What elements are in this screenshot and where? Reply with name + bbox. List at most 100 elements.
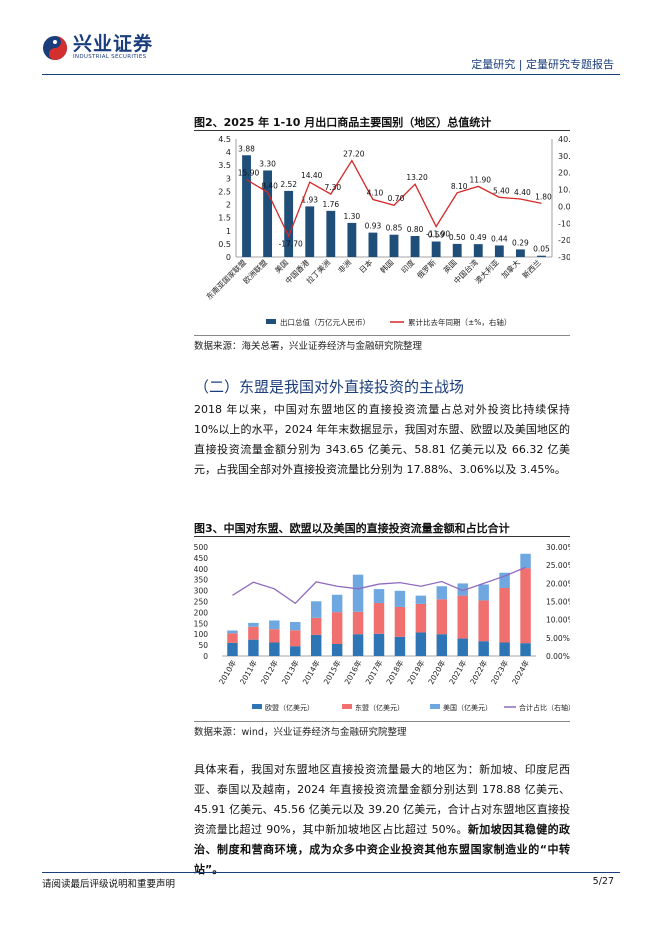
export-bar bbox=[263, 170, 273, 257]
eu-bar-segment bbox=[269, 642, 280, 656]
eu-bar-segment bbox=[394, 636, 406, 656]
right-axis-tick-label: -10.0 bbox=[558, 219, 570, 228]
left-axis-tick-label: 2 bbox=[226, 201, 231, 210]
figure3-title: 图3、中国对东盟、欧盟以及美国的直接投资流量金额和占比合计 bbox=[194, 522, 510, 535]
right-axis-tick-label: 20.0 bbox=[558, 169, 570, 178]
eu-bar-segment bbox=[373, 633, 385, 656]
export-bar bbox=[368, 232, 378, 257]
asean-bar-segment bbox=[269, 629, 280, 643]
eu-bar-segment bbox=[520, 643, 531, 656]
export-bar-value-label: 0.49 bbox=[470, 233, 487, 242]
us-bar-segment bbox=[310, 601, 322, 618]
us-bar-segment bbox=[269, 620, 280, 630]
year-tick-label: 2022年 bbox=[467, 658, 489, 686]
legend-ratio-label: 合计占比（右轴） bbox=[519, 703, 570, 712]
left-axis-tick-label: 350 bbox=[194, 576, 208, 585]
yoy-growth-value-label: 15.90 bbox=[238, 169, 260, 178]
right-axis-tick-label: 0.0 bbox=[558, 202, 570, 211]
asean-bar-segment bbox=[499, 587, 510, 643]
export-bar bbox=[389, 234, 399, 257]
left-axis-tick-label: 150 bbox=[194, 619, 208, 628]
export-bar bbox=[537, 255, 546, 257]
eu-bar-segment bbox=[352, 634, 364, 656]
export-bar bbox=[494, 245, 504, 257]
export-bar bbox=[410, 236, 420, 257]
year-tick-label: 2019年 bbox=[405, 658, 427, 686]
asean-bar-segment bbox=[478, 600, 489, 642]
yoy-growth-value-label: 8.10 bbox=[451, 182, 468, 191]
left-axis-tick-label: 100 bbox=[194, 630, 208, 639]
category-tick-label: 英国 bbox=[441, 257, 459, 275]
left-axis-tick-label: 3.5 bbox=[218, 161, 231, 170]
export-bar-value-label: 1.93 bbox=[301, 195, 318, 204]
report-type: 定量研究 | 定量研究专题报告 bbox=[471, 58, 614, 71]
left-axis-tick-label: 300 bbox=[194, 587, 208, 596]
export-bar-value-label: 3.88 bbox=[238, 144, 255, 153]
export-bar bbox=[284, 190, 294, 257]
year-tick-label: 2016年 bbox=[342, 658, 364, 686]
logo-chinese-name: 兴业证券 bbox=[73, 33, 154, 55]
legend-export-label: 出口总值（万亿元人民币） bbox=[280, 317, 370, 327]
asean-bar-segment bbox=[436, 599, 448, 635]
legend-us-label: 美国（亿美元） bbox=[443, 703, 492, 712]
category-tick-label: 俄罗斯 bbox=[415, 257, 438, 280]
category-tick-label: 美国 bbox=[272, 257, 290, 275]
export-bar bbox=[452, 243, 462, 257]
export-bar bbox=[242, 155, 251, 257]
us-bar-segment bbox=[248, 622, 259, 627]
asean-bar-segment bbox=[352, 611, 364, 635]
eu-bar-segment bbox=[415, 632, 427, 656]
yoy-growth-value-label: 4.40 bbox=[514, 188, 531, 197]
export-bar bbox=[431, 241, 441, 257]
figure3-top-rule bbox=[194, 536, 570, 537]
yoy-growth-value-label: 1.80 bbox=[535, 192, 552, 201]
category-tick-label: 日本 bbox=[357, 257, 375, 275]
footer-divider bbox=[42, 872, 620, 873]
yoy-growth-value-label: 13.20 bbox=[406, 173, 428, 182]
export-bar-value-label: 0.29 bbox=[512, 238, 529, 247]
year-tick-label: 2010年 bbox=[216, 658, 238, 686]
right-axis-tick-label: 15.00% bbox=[546, 598, 570, 607]
us-bar-segment bbox=[394, 590, 406, 607]
section-paragraph-1: 2018 年以来，中国对东盟地区的直接投资流量占总对外投资比持续保持 10%以上… bbox=[194, 403, 570, 476]
right-axis-tick-label: 30.0 bbox=[558, 152, 570, 161]
category-tick-label: 加拿大 bbox=[499, 257, 522, 280]
asean-bar-segment bbox=[394, 606, 406, 637]
export-bar-value-label: 1.30 bbox=[344, 212, 361, 221]
section-heading: （二）东盟是我国对外直接投资的主战场 bbox=[194, 378, 465, 396]
yoy-growth-value-label: 0.70 bbox=[388, 194, 405, 203]
legend-asean-swatch bbox=[342, 704, 352, 709]
yoy-growth-value-label: 8.40 bbox=[261, 181, 278, 190]
company-logo: 兴业证券 INDUSTRIAL SECURITIES bbox=[42, 34, 153, 61]
year-tick-label: 2023年 bbox=[488, 658, 510, 686]
figure2-bottom-rule bbox=[194, 335, 570, 336]
category-tick-label: 非洲 bbox=[336, 257, 354, 275]
us-bar-segment bbox=[436, 586, 448, 600]
asean-bar-segment bbox=[310, 617, 322, 635]
year-tick-label: 2011年 bbox=[237, 658, 259, 686]
export-bar-value-label: 0.93 bbox=[365, 222, 382, 231]
legend-asean-label: 东盟（亿美元） bbox=[355, 703, 404, 712]
eu-bar-segment bbox=[478, 641, 489, 656]
left-axis-tick-label: 2.5 bbox=[218, 187, 231, 196]
asean-bar-segment bbox=[415, 603, 427, 633]
logo-emblem-icon bbox=[43, 35, 67, 60]
year-tick-label: 2012年 bbox=[258, 658, 280, 686]
legend-eu-label: 欧盟（亿美元） bbox=[265, 703, 314, 712]
export-bar-value-label: 2.52 bbox=[280, 180, 297, 189]
legend-yoy-label: 累计比去年同期（±%，右轴） bbox=[408, 317, 511, 327]
export-bar-value-label: 0.85 bbox=[386, 224, 403, 233]
export-bar-value-label: 0.44 bbox=[491, 234, 508, 243]
right-axis-tick-label: 10.0 bbox=[558, 186, 570, 195]
us-bar-segment bbox=[352, 574, 364, 612]
us-bar-segment bbox=[520, 553, 531, 569]
left-axis-tick-label: 0 bbox=[203, 652, 208, 661]
right-axis-tick-label: 20.00% bbox=[546, 579, 570, 588]
header-divider bbox=[42, 74, 620, 75]
export-bar-value-label: 3.30 bbox=[259, 159, 276, 168]
left-axis-tick-label: 0.5 bbox=[218, 240, 231, 249]
export-bar-value-label: 1.76 bbox=[322, 200, 339, 209]
asean-bar-segment bbox=[290, 630, 301, 647]
export-bar bbox=[305, 206, 315, 257]
